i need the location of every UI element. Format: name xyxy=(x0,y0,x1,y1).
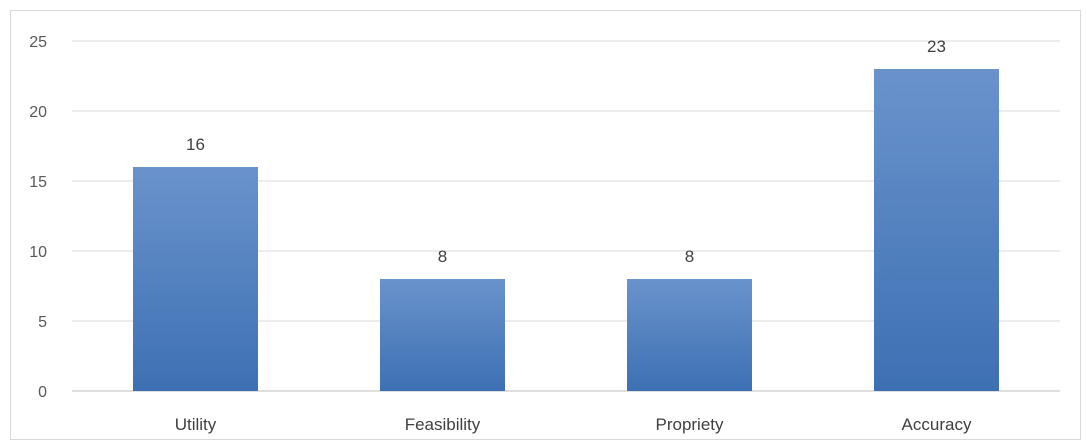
bar-utility xyxy=(133,167,258,391)
data-label-utility: 16 xyxy=(186,135,205,154)
bar-propriety xyxy=(627,279,752,391)
x-axis-categories: Utility Feasibility Propriety Accuracy xyxy=(175,415,972,434)
y-tick-label: 20 xyxy=(29,104,47,121)
category-label-accuracy: Accuracy xyxy=(902,415,972,434)
y-axis-ticks: 0 5 10 15 20 25 xyxy=(29,34,47,401)
bar-feasibility xyxy=(380,279,505,391)
y-tick-label: 5 xyxy=(38,314,47,331)
category-label-propriety: Propriety xyxy=(655,415,724,434)
data-label-accuracy: 23 xyxy=(927,37,946,56)
data-label-propriety: 8 xyxy=(685,247,694,266)
category-label-utility: Utility xyxy=(175,415,217,434)
y-tick-label: 10 xyxy=(29,244,47,261)
data-labels: 16 8 8 23 xyxy=(186,37,946,266)
data-label-feasibility: 8 xyxy=(438,247,447,266)
category-label-feasibility: Feasibility xyxy=(405,415,481,434)
y-tick-label: 15 xyxy=(29,174,47,191)
bars xyxy=(133,69,999,391)
y-tick-label: 0 xyxy=(38,384,47,401)
bar-accuracy xyxy=(874,69,999,391)
y-tick-label: 25 xyxy=(29,34,47,51)
